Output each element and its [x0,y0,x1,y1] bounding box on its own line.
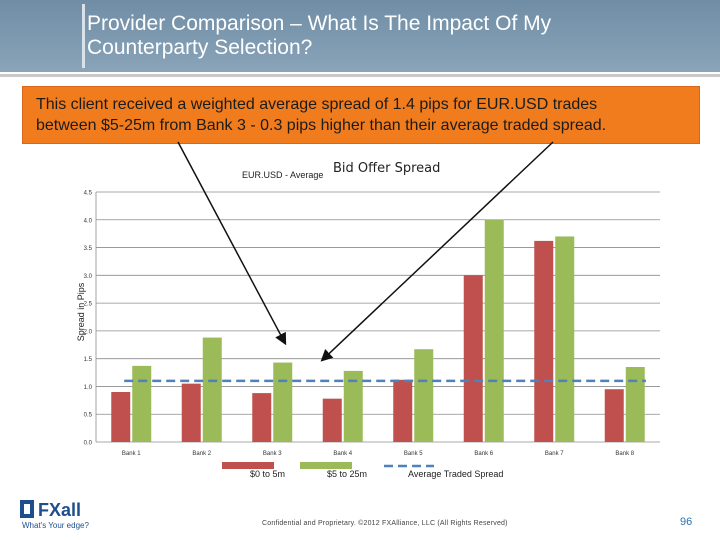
bar-0-5m [393,379,413,442]
bar-0-5m [604,389,624,442]
callout-line-2: between $5-25m from Bank 3 - 0.3 pips hi… [36,117,607,134]
header-divider [0,74,720,77]
bar-0-5m [534,240,554,442]
y-tick-label: 4.0 [84,218,93,224]
slide-title: Provider Comparison – What Is The Impact… [87,12,687,60]
bar-0-5m [252,393,272,442]
svg-text:What's Your edge?: What's Your edge? [22,521,89,530]
bar-5-25m [343,370,363,442]
x-tick-label: Bank 3 [263,451,282,457]
bar-5-25m [414,349,434,442]
x-tick-label: Bank 1 [122,451,141,457]
bar-0-5m [463,275,483,442]
y-tick-label: 3.5 [84,246,93,252]
chart-title: Bid Offer Spread [333,161,440,176]
y-tick-label: 4.5 [84,191,93,197]
bars-layer [111,219,645,442]
title-line-1: Provider Comparison – What Is The Impact… [87,12,552,35]
y-tick-label: 0.0 [84,441,93,447]
arrow-layer [177,141,554,362]
page-number: 96 [680,516,693,528]
legend-label-average: Average Traded Spread [408,469,503,479]
bar-5-25m [625,367,645,442]
x-tick-label: Bank 8 [615,451,634,457]
legend-layer: $0 to 5m $5 to 25m Average Traded Spread [222,462,503,479]
y-tick-label: 3.0 [84,274,93,280]
chart-title-prefix: EUR.USD - Average [242,170,323,180]
svg-text:FXall: FXall [38,500,81,520]
bar-5-25m [132,365,152,442]
bar-5-25m [555,236,575,442]
bar-5-25m [273,362,293,442]
labels-layer: 0.0 0.5 1.0 1.5 2.0 2.5 3.0 3.5 4.0 4.5 EUR.USD - … [76,161,635,457]
bar-5-25m [484,219,504,442]
y-axis-label: Spread in Pips [76,282,86,341]
legend-swatch-5-25m [300,462,352,469]
x-tick-label: Bank 7 [545,451,564,457]
title-line-2: Counterparty Selection? [87,36,313,59]
x-tick-label: Bank 6 [474,451,493,457]
fxall-logo: FXall What's Your edge? [18,496,128,532]
footer-copyright: Confidential and Proprietary. ©2012 FXAl… [262,520,508,527]
header-accent-bar [82,4,85,68]
legend-swatch-0-5m [222,462,274,469]
y-tick-label: 1.5 [84,357,93,363]
y-tick-label: 2.0 [84,329,93,335]
arrow-to-bank4-area [320,141,554,362]
bar-0-5m [181,383,201,442]
x-tick-label: Bank 2 [192,451,211,457]
grid-layer [95,191,660,443]
callout-line-1: This client received a weighted average … [36,96,598,113]
legend-label-0-5m: $0 to 5m [250,469,285,479]
bar-0-5m [322,398,342,442]
legend-label-5-25m: $5 to 25m [327,469,367,479]
callout-box: This client received a weighted average … [22,86,700,144]
bar-0-5m [111,392,131,442]
x-tick-label: Bank 4 [333,451,352,457]
y-tick-label: 0.5 [84,413,93,419]
x-tick-label: Bank 5 [404,451,423,457]
bar-5-25m [202,337,222,442]
arrow-to-bank3 [177,141,287,346]
y-tick-label: 1.0 [84,385,93,391]
slide-header: Provider Comparison – What Is The Impact… [0,0,720,72]
callout-text: This client received a weighted average … [36,94,696,136]
y-tick-label: 2.5 [84,302,93,308]
fxall-logo-graphic: FXall What's Your edge? [20,500,89,530]
